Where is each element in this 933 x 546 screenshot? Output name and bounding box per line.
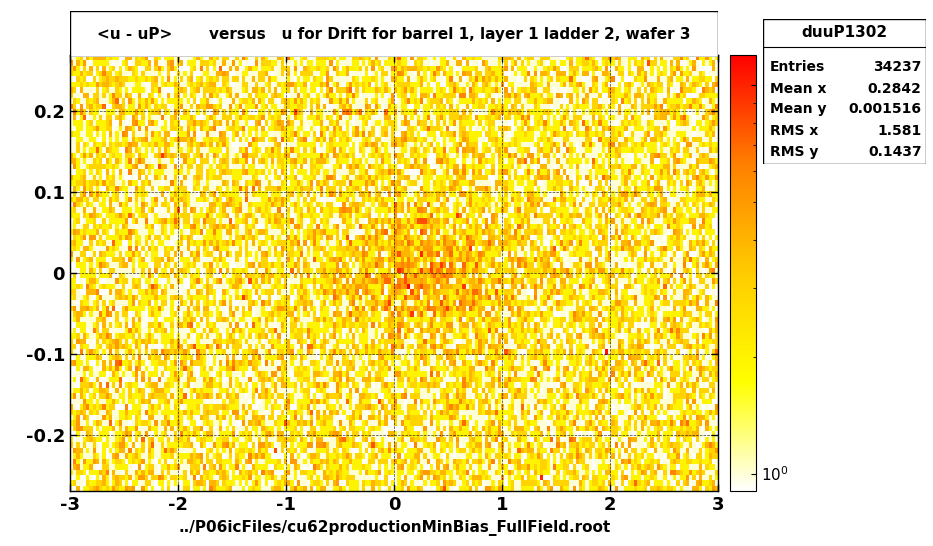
Text: <u - uP>       versus   u for Drift for barrel 1, layer 1 ladder 2, wafer 3: <u - uP> versus u for Drift for barrel 1… bbox=[97, 27, 691, 41]
Text: Mean y: Mean y bbox=[770, 102, 827, 116]
X-axis label: ../P06icFiles/cu62productionMinBias_FullField.root: ../P06icFiles/cu62productionMinBias_Full… bbox=[178, 520, 610, 536]
Text: 0.2842: 0.2842 bbox=[868, 81, 922, 96]
Text: RMS x: RMS x bbox=[770, 123, 818, 138]
Text: 1.581: 1.581 bbox=[877, 123, 922, 138]
Text: 0.1437: 0.1437 bbox=[868, 145, 922, 159]
Text: Entries: Entries bbox=[770, 60, 825, 74]
Text: RMS y: RMS y bbox=[770, 145, 818, 159]
Text: 34237: 34237 bbox=[873, 60, 922, 74]
Text: 0.001516: 0.001516 bbox=[849, 102, 922, 116]
Text: Mean x: Mean x bbox=[770, 81, 827, 96]
Text: duuP1302: duuP1302 bbox=[801, 25, 888, 40]
